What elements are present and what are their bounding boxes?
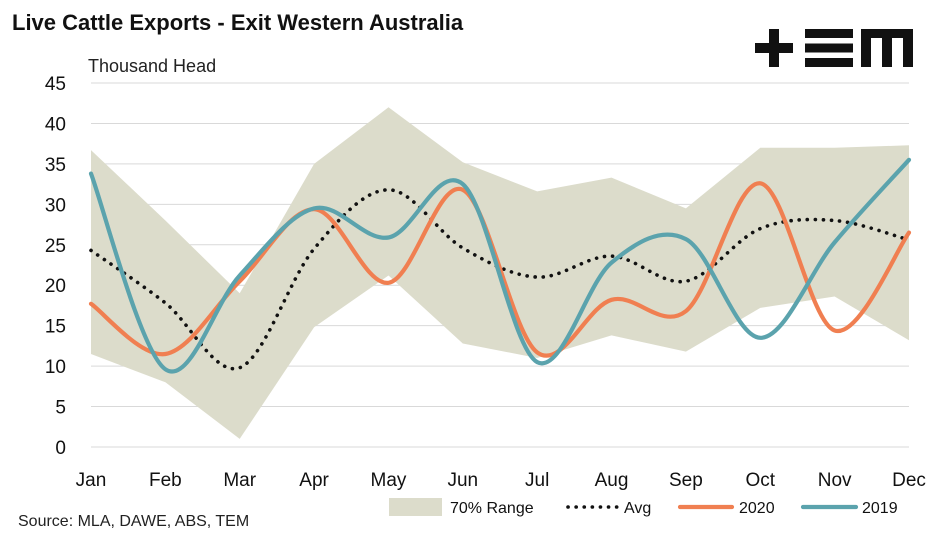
chart-title: Live Cattle Exports - Exit Western Austr… (12, 10, 464, 35)
y-axis-unit-label: Thousand Head (88, 56, 217, 76)
x-tick-label-aug: Aug (595, 470, 629, 491)
x-tick-label-jul: Jul (525, 470, 549, 491)
x-tick-label-jun: Jun (447, 470, 478, 491)
legend: 70% Range Avg 2020 2019 (389, 498, 898, 517)
y-tick-label-5: 5 (55, 398, 66, 419)
y-tick-label-40: 40 (45, 114, 66, 135)
x-tick-label-dec: Dec (892, 470, 926, 491)
tem-logo (755, 29, 913, 67)
series-line-2019 (88, 157, 912, 374)
series-line-2020 (88, 181, 912, 358)
legend-label-range: 70% Range (450, 500, 534, 517)
source-note: Source: MLA, DAWE, ABS, TEM (18, 513, 250, 530)
y-tick-label-35: 35 (45, 155, 66, 176)
x-tick-label-apr: Apr (299, 470, 329, 491)
y-tick-label-25: 25 (45, 236, 66, 257)
y-tick-label-30: 30 (45, 195, 66, 216)
x-tick-label-feb: Feb (149, 470, 182, 491)
x-tick-label-may: May (371, 470, 407, 491)
y-tick-label-15: 15 (45, 317, 66, 338)
x-tick-label-nov: Nov (818, 470, 852, 491)
y-tick-labels: 0 5 10 15 20 25 30 35 40 45 (45, 74, 66, 459)
x-tick-labels: Jan Feb Mar Apr May Jun Jul Aug Sep Oct Nov Dec (76, 470, 926, 491)
x-tick-label-sep: Sep (669, 470, 703, 491)
y-tick-label-0: 0 (55, 438, 66, 459)
legend-label-avg: Avg (624, 500, 651, 517)
y-tick-label-45: 45 (45, 74, 66, 95)
legend-label-2020: 2020 (739, 500, 775, 517)
x-tick-label-jan: Jan (76, 470, 107, 491)
series-lines-layer (88, 157, 912, 374)
x-tick-label-mar: Mar (223, 470, 256, 491)
legend-swatch-range (389, 498, 442, 516)
series-line-avg (89, 187, 911, 371)
y-tick-label-20: 20 (45, 276, 66, 297)
legend-label-2019: 2019 (862, 500, 898, 517)
y-tick-label-10: 10 (45, 357, 66, 378)
x-tick-label-oct: Oct (745, 470, 775, 491)
